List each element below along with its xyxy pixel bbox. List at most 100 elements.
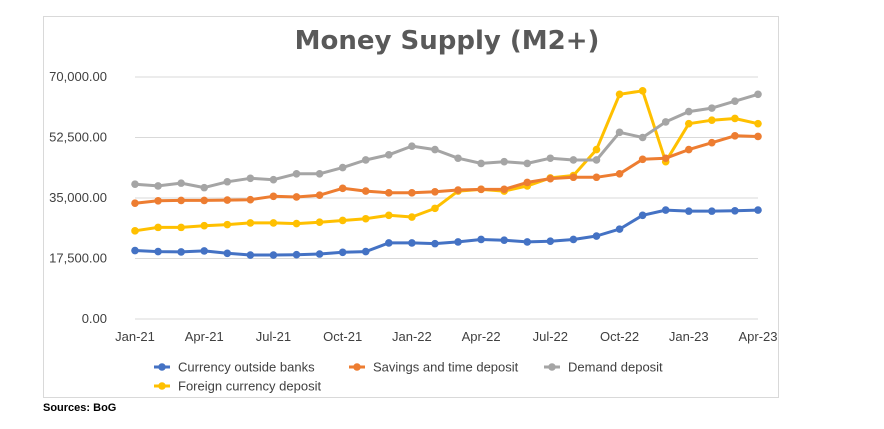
data-point xyxy=(269,192,278,201)
data-point xyxy=(708,104,716,112)
money-supply-chart: Money Supply (M2+) 0.00 17,500.00 35,000.0… xyxy=(49,26,777,394)
data-point xyxy=(361,247,370,256)
series-demand-deposit xyxy=(131,90,762,192)
legend-swatch-marker xyxy=(548,363,556,371)
data-point xyxy=(223,220,232,229)
data-point xyxy=(246,174,255,183)
data-point xyxy=(154,223,162,232)
data-point xyxy=(385,150,393,159)
data-point xyxy=(500,157,508,166)
legend-label: Foreign currency deposit xyxy=(178,379,321,394)
data-point xyxy=(177,196,185,205)
x-tick-label: Apr-21 xyxy=(185,329,224,344)
data-point xyxy=(131,246,139,255)
data-point xyxy=(684,207,693,215)
data-point xyxy=(454,238,462,246)
data-point xyxy=(431,204,439,213)
data-point xyxy=(708,138,716,147)
y-tick-label: 70,000.00 xyxy=(49,69,107,84)
data-point xyxy=(315,191,324,200)
data-point xyxy=(684,107,693,116)
data-point xyxy=(315,218,324,226)
data-point xyxy=(385,239,393,247)
x-axis-ticks: Jan-21 Apr-21 Jul-21 Oct-21 Jan-22 Apr-22 Jul-… xyxy=(115,329,777,344)
data-point xyxy=(338,163,347,172)
data-point xyxy=(454,186,462,194)
data-point xyxy=(292,250,301,259)
data-point xyxy=(385,211,393,220)
series-line xyxy=(134,92,759,190)
series-line xyxy=(134,134,759,205)
data-point xyxy=(754,132,762,141)
legend-swatch-marker xyxy=(353,363,361,371)
data-point xyxy=(338,184,347,193)
data-point xyxy=(223,196,232,204)
x-tick-label: Jan-23 xyxy=(669,329,709,344)
data-point xyxy=(708,116,716,125)
data-point xyxy=(223,177,232,186)
data-point xyxy=(684,145,693,154)
chart-legend: Currency outside banks Savings and time d… xyxy=(154,360,663,394)
data-point xyxy=(684,119,693,128)
source-note: Sources: BoG xyxy=(43,402,117,414)
data-point xyxy=(569,235,578,244)
legend-item: Currency outside banks xyxy=(154,360,315,375)
data-point xyxy=(292,219,301,228)
data-point xyxy=(546,237,555,246)
data-point xyxy=(246,195,255,204)
data-point xyxy=(615,128,624,137)
data-point xyxy=(731,131,739,140)
data-point xyxy=(638,211,647,220)
data-point xyxy=(661,206,670,214)
data-point xyxy=(708,207,716,215)
data-point xyxy=(131,227,139,235)
x-tick-label: Jul-21 xyxy=(256,329,291,344)
data-point xyxy=(361,156,370,164)
y-axis-ticks: 0.00 17,500.00 35,000.00 52,500.00 70,000.00 xyxy=(49,69,107,326)
legend-item: Savings and time deposit xyxy=(349,360,519,375)
x-tick-label: Oct-21 xyxy=(323,329,362,344)
data-point xyxy=(246,251,255,259)
data-point xyxy=(592,145,601,154)
data-point xyxy=(569,156,578,164)
data-point xyxy=(315,170,324,178)
legend-item: Demand deposit xyxy=(544,360,663,375)
data-point xyxy=(477,185,485,194)
data-point xyxy=(292,170,301,178)
series-savings-and-time-deposit xyxy=(131,131,762,207)
data-point xyxy=(177,248,185,256)
series-currency-outside-banks xyxy=(131,206,762,259)
data-point xyxy=(523,178,532,187)
data-point xyxy=(200,247,209,255)
data-point xyxy=(131,180,139,188)
chart-frame: Money Supply (M2+) 0.00 17,500.00 35,000.0… xyxy=(43,16,779,398)
data-point xyxy=(615,90,624,99)
data-point xyxy=(338,248,347,257)
data-point xyxy=(200,221,209,230)
data-point xyxy=(638,133,647,142)
data-point xyxy=(269,219,278,227)
data-point xyxy=(454,154,462,163)
series-line xyxy=(134,208,759,257)
data-point xyxy=(523,159,532,168)
data-point xyxy=(431,187,439,196)
data-point xyxy=(500,185,508,194)
data-point xyxy=(154,196,162,205)
x-tick-label: Jan-22 xyxy=(392,329,432,344)
data-point xyxy=(638,155,647,164)
data-point xyxy=(408,213,416,221)
data-point xyxy=(177,179,185,187)
data-point xyxy=(315,250,324,258)
data-point xyxy=(592,232,601,240)
data-point xyxy=(500,236,508,244)
data-point xyxy=(638,87,647,95)
data-point xyxy=(408,189,416,197)
data-point xyxy=(546,174,555,183)
data-point xyxy=(661,154,670,163)
data-point xyxy=(754,90,762,99)
data-point xyxy=(754,206,762,214)
data-point xyxy=(385,189,393,197)
data-point xyxy=(200,196,209,205)
data-point xyxy=(731,206,739,215)
data-point xyxy=(223,249,232,258)
